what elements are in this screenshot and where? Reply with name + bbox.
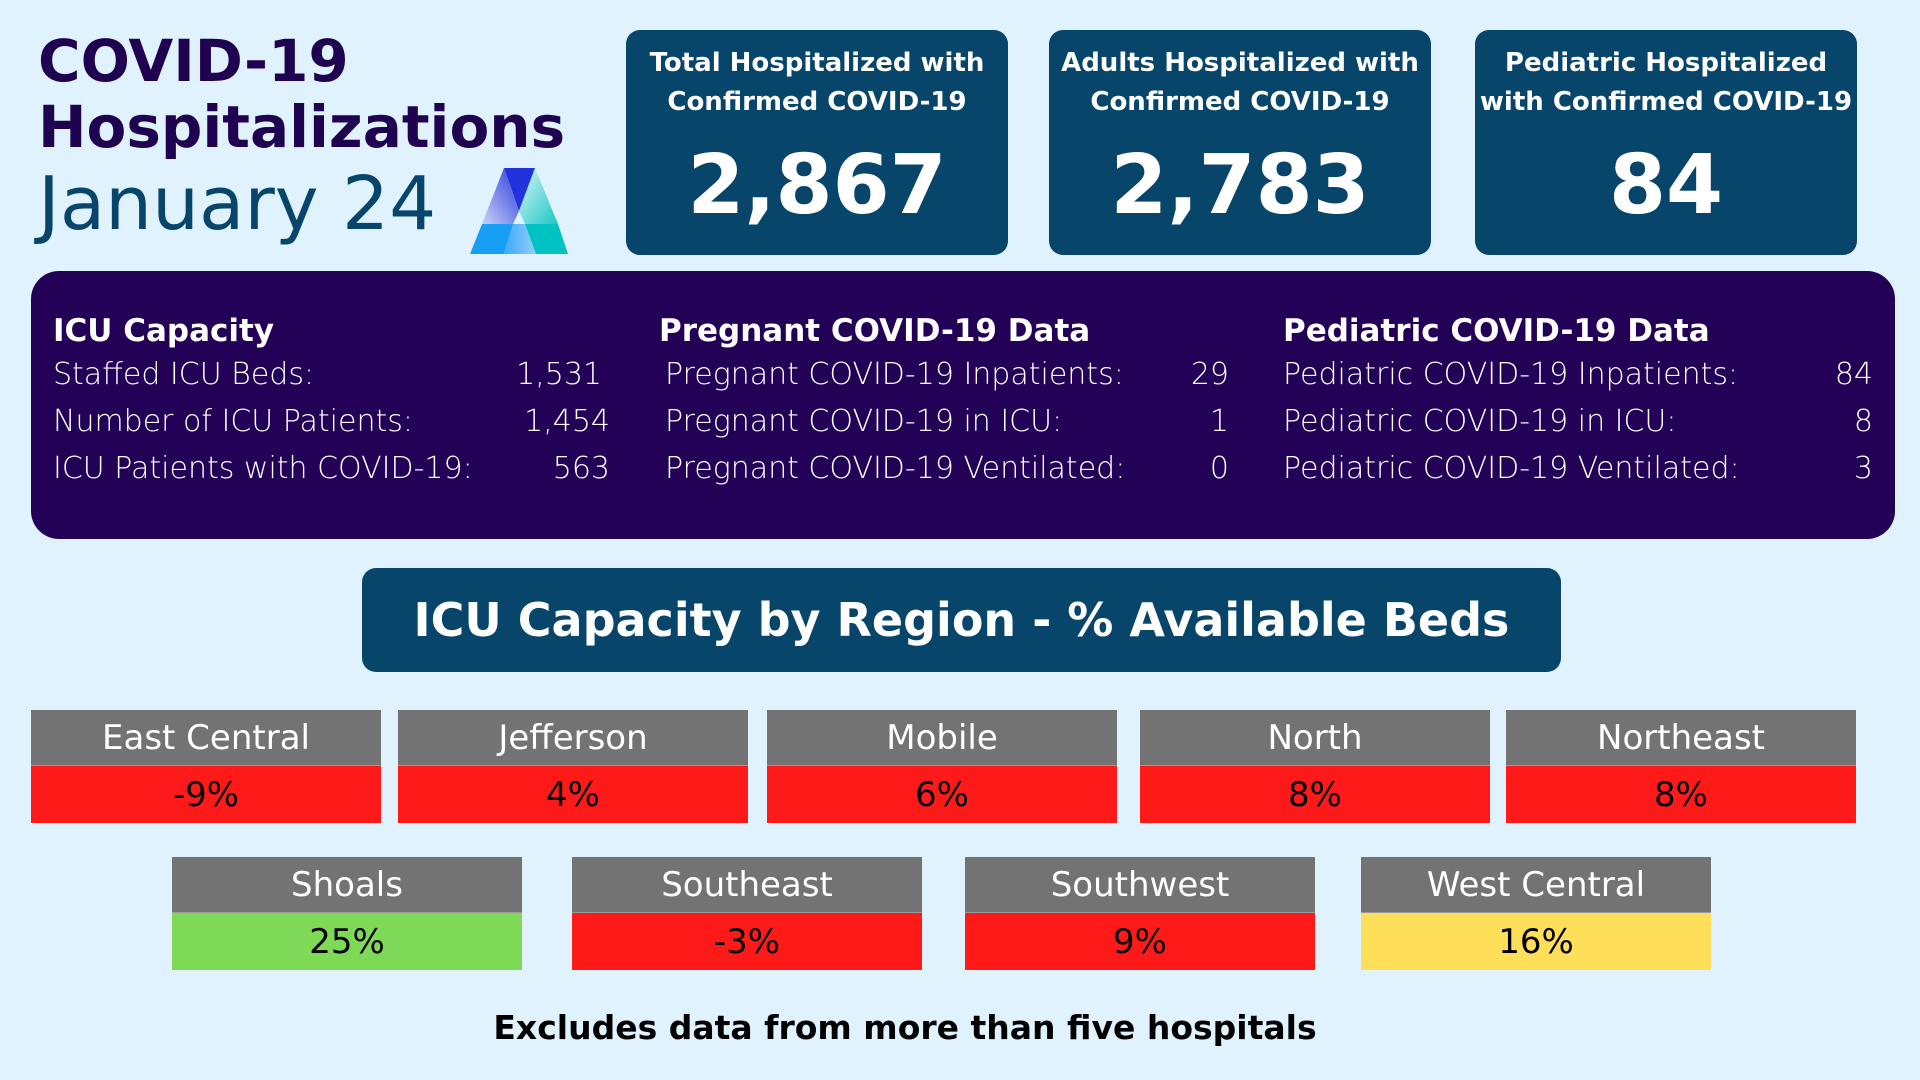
info-row: Number of ICU Patients: 1,454 <box>53 398 610 445</box>
info-label: Pregnant COVID-19 Ventilated: <box>665 451 1126 486</box>
region-section-title: ICU Capacity by Region - % Available Bed… <box>362 568 1561 672</box>
region-name: Shoals <box>172 857 522 913</box>
region-tile-east-central: East Central -9% <box>31 710 381 823</box>
info-label: ICU Patients with COVID-19: <box>53 451 473 486</box>
region-name: North <box>1140 710 1490 766</box>
region-value: -9% <box>31 766 381 823</box>
stat-card-pediatric-hospitalized: Pediatric Hospitalized with Confirmed CO… <box>1475 30 1857 255</box>
stat-label: Total Hospitalized with <box>649 48 985 78</box>
info-label: Pediatric COVID-19 Ventilated: <box>1283 451 1740 486</box>
region-tile-northeast: Northeast 8% <box>1506 710 1856 823</box>
page-title-line2: Hospitalizations <box>38 93 566 161</box>
stat-value: 2,867 <box>687 138 947 233</box>
info-row: Pediatric COVID-19 Ventilated: 3 <box>1283 445 1873 492</box>
report-date: January 24 <box>38 161 437 247</box>
region-name: Southwest <box>965 857 1315 913</box>
info-value: 0 <box>1209 451 1229 486</box>
stat-value: 84 <box>1608 138 1724 233</box>
info-row: Pediatric COVID-19 in ICU: 8 <box>1283 398 1873 445</box>
stat-card-adults-hospitalized: Adults Hospitalized with Confirmed COVID… <box>1049 30 1431 255</box>
pediatric-data-section: Pediatric COVID-19 Data Pediatric COVID-… <box>1283 311 1873 492</box>
region-tile-west-central: West Central 16% <box>1361 857 1711 970</box>
info-value: 8 <box>1853 404 1873 439</box>
region-tile-shoals: Shoals 25% <box>172 857 522 970</box>
section-heading: ICU Capacity <box>53 313 275 349</box>
region-tile-north: North 8% <box>1140 710 1490 823</box>
stat-value: 2,783 <box>1110 138 1370 233</box>
info-row: Pregnant COVID-19 Inpatients: 29 <box>665 351 1229 398</box>
region-name: Mobile <box>767 710 1117 766</box>
info-label: Pediatric COVID-19 in ICU: <box>1283 404 1677 439</box>
region-value: 16% <box>1361 913 1711 970</box>
info-value: 1,454 <box>524 404 610 439</box>
info-label: Pregnant COVID-19 in ICU: <box>665 404 1063 439</box>
region-tile-jefferson: Jefferson 4% <box>398 710 748 823</box>
stat-label: Adults Hospitalized with <box>1061 48 1419 78</box>
info-value: 563 <box>552 451 610 486</box>
triangle-a-logo-icon <box>470 166 570 256</box>
region-value: 25% <box>172 913 522 970</box>
region-name: Northeast <box>1506 710 1856 766</box>
region-value: 9% <box>965 913 1315 970</box>
info-row: ICU Patients with COVID-19: 563 <box>53 445 610 492</box>
section-heading: Pediatric COVID-19 Data <box>1283 313 1710 349</box>
info-panel: ICU Capacity Staffed ICU Beds: 1,531 Num… <box>31 271 1895 539</box>
region-name: East Central <box>31 710 381 766</box>
stat-label: Pediatric Hospitalized <box>1504 48 1828 78</box>
region-value: 6% <box>767 766 1117 823</box>
info-value: 1 <box>1209 404 1229 439</box>
info-row: Pregnant COVID-19 Ventilated: 0 <box>665 445 1229 492</box>
info-label: Staffed ICU Beds: <box>53 357 315 392</box>
region-value: 4% <box>398 766 748 823</box>
region-tile-southeast: Southeast -3% <box>572 857 922 970</box>
page-title-line1: COVID-19 <box>38 27 349 95</box>
region-tile-mobile: Mobile 6% <box>767 710 1117 823</box>
region-tile-southwest: Southwest 9% <box>965 857 1315 970</box>
region-value: 8% <box>1140 766 1490 823</box>
pregnant-data-section: Pregnant COVID-19 Data Pregnant COVID-19… <box>659 311 1229 492</box>
info-value: 84 <box>1834 357 1873 392</box>
region-name: Southeast <box>572 857 922 913</box>
region-value: -3% <box>572 913 922 970</box>
info-label: Number of ICU Patients: <box>53 404 413 439</box>
info-value: 29 <box>1190 357 1229 392</box>
region-value: 8% <box>1506 766 1856 823</box>
info-value: 3 <box>1853 451 1873 486</box>
info-row: Staffed ICU Beds: 1,531 <box>53 351 610 398</box>
info-row: Pregnant COVID-19 in ICU: 1 <box>665 398 1229 445</box>
region-name: West Central <box>1361 857 1711 913</box>
info-value: 1,531 <box>516 357 602 392</box>
region-name: Jefferson <box>398 710 748 766</box>
info-label: Pediatric COVID-19 Inpatients: <box>1283 357 1739 392</box>
pregnant-rows: Pregnant COVID-19 Inpatients: 29 Pregnan… <box>659 351 1229 492</box>
icu-capacity-section: ICU Capacity Staffed ICU Beds: 1,531 Num… <box>53 311 610 492</box>
stat-label: Confirmed COVID-19 <box>667 87 967 117</box>
stat-label: Confirmed COVID-19 <box>1090 87 1390 117</box>
info-label: Pregnant COVID-19 Inpatients: <box>665 357 1124 392</box>
footnote: Excludes data from more than five hospit… <box>493 1008 1317 1047</box>
info-row: Pediatric COVID-19 Inpatients: 84 <box>1283 351 1873 398</box>
stat-label: with Confirmed COVID-19 <box>1479 87 1853 117</box>
section-heading: Pregnant COVID-19 Data <box>659 313 1091 349</box>
title-block: COVID-19 Hospitalizations January 24 <box>38 28 565 244</box>
stat-card-total-hospitalized: Total Hospitalized with Confirmed COVID-… <box>626 30 1008 255</box>
